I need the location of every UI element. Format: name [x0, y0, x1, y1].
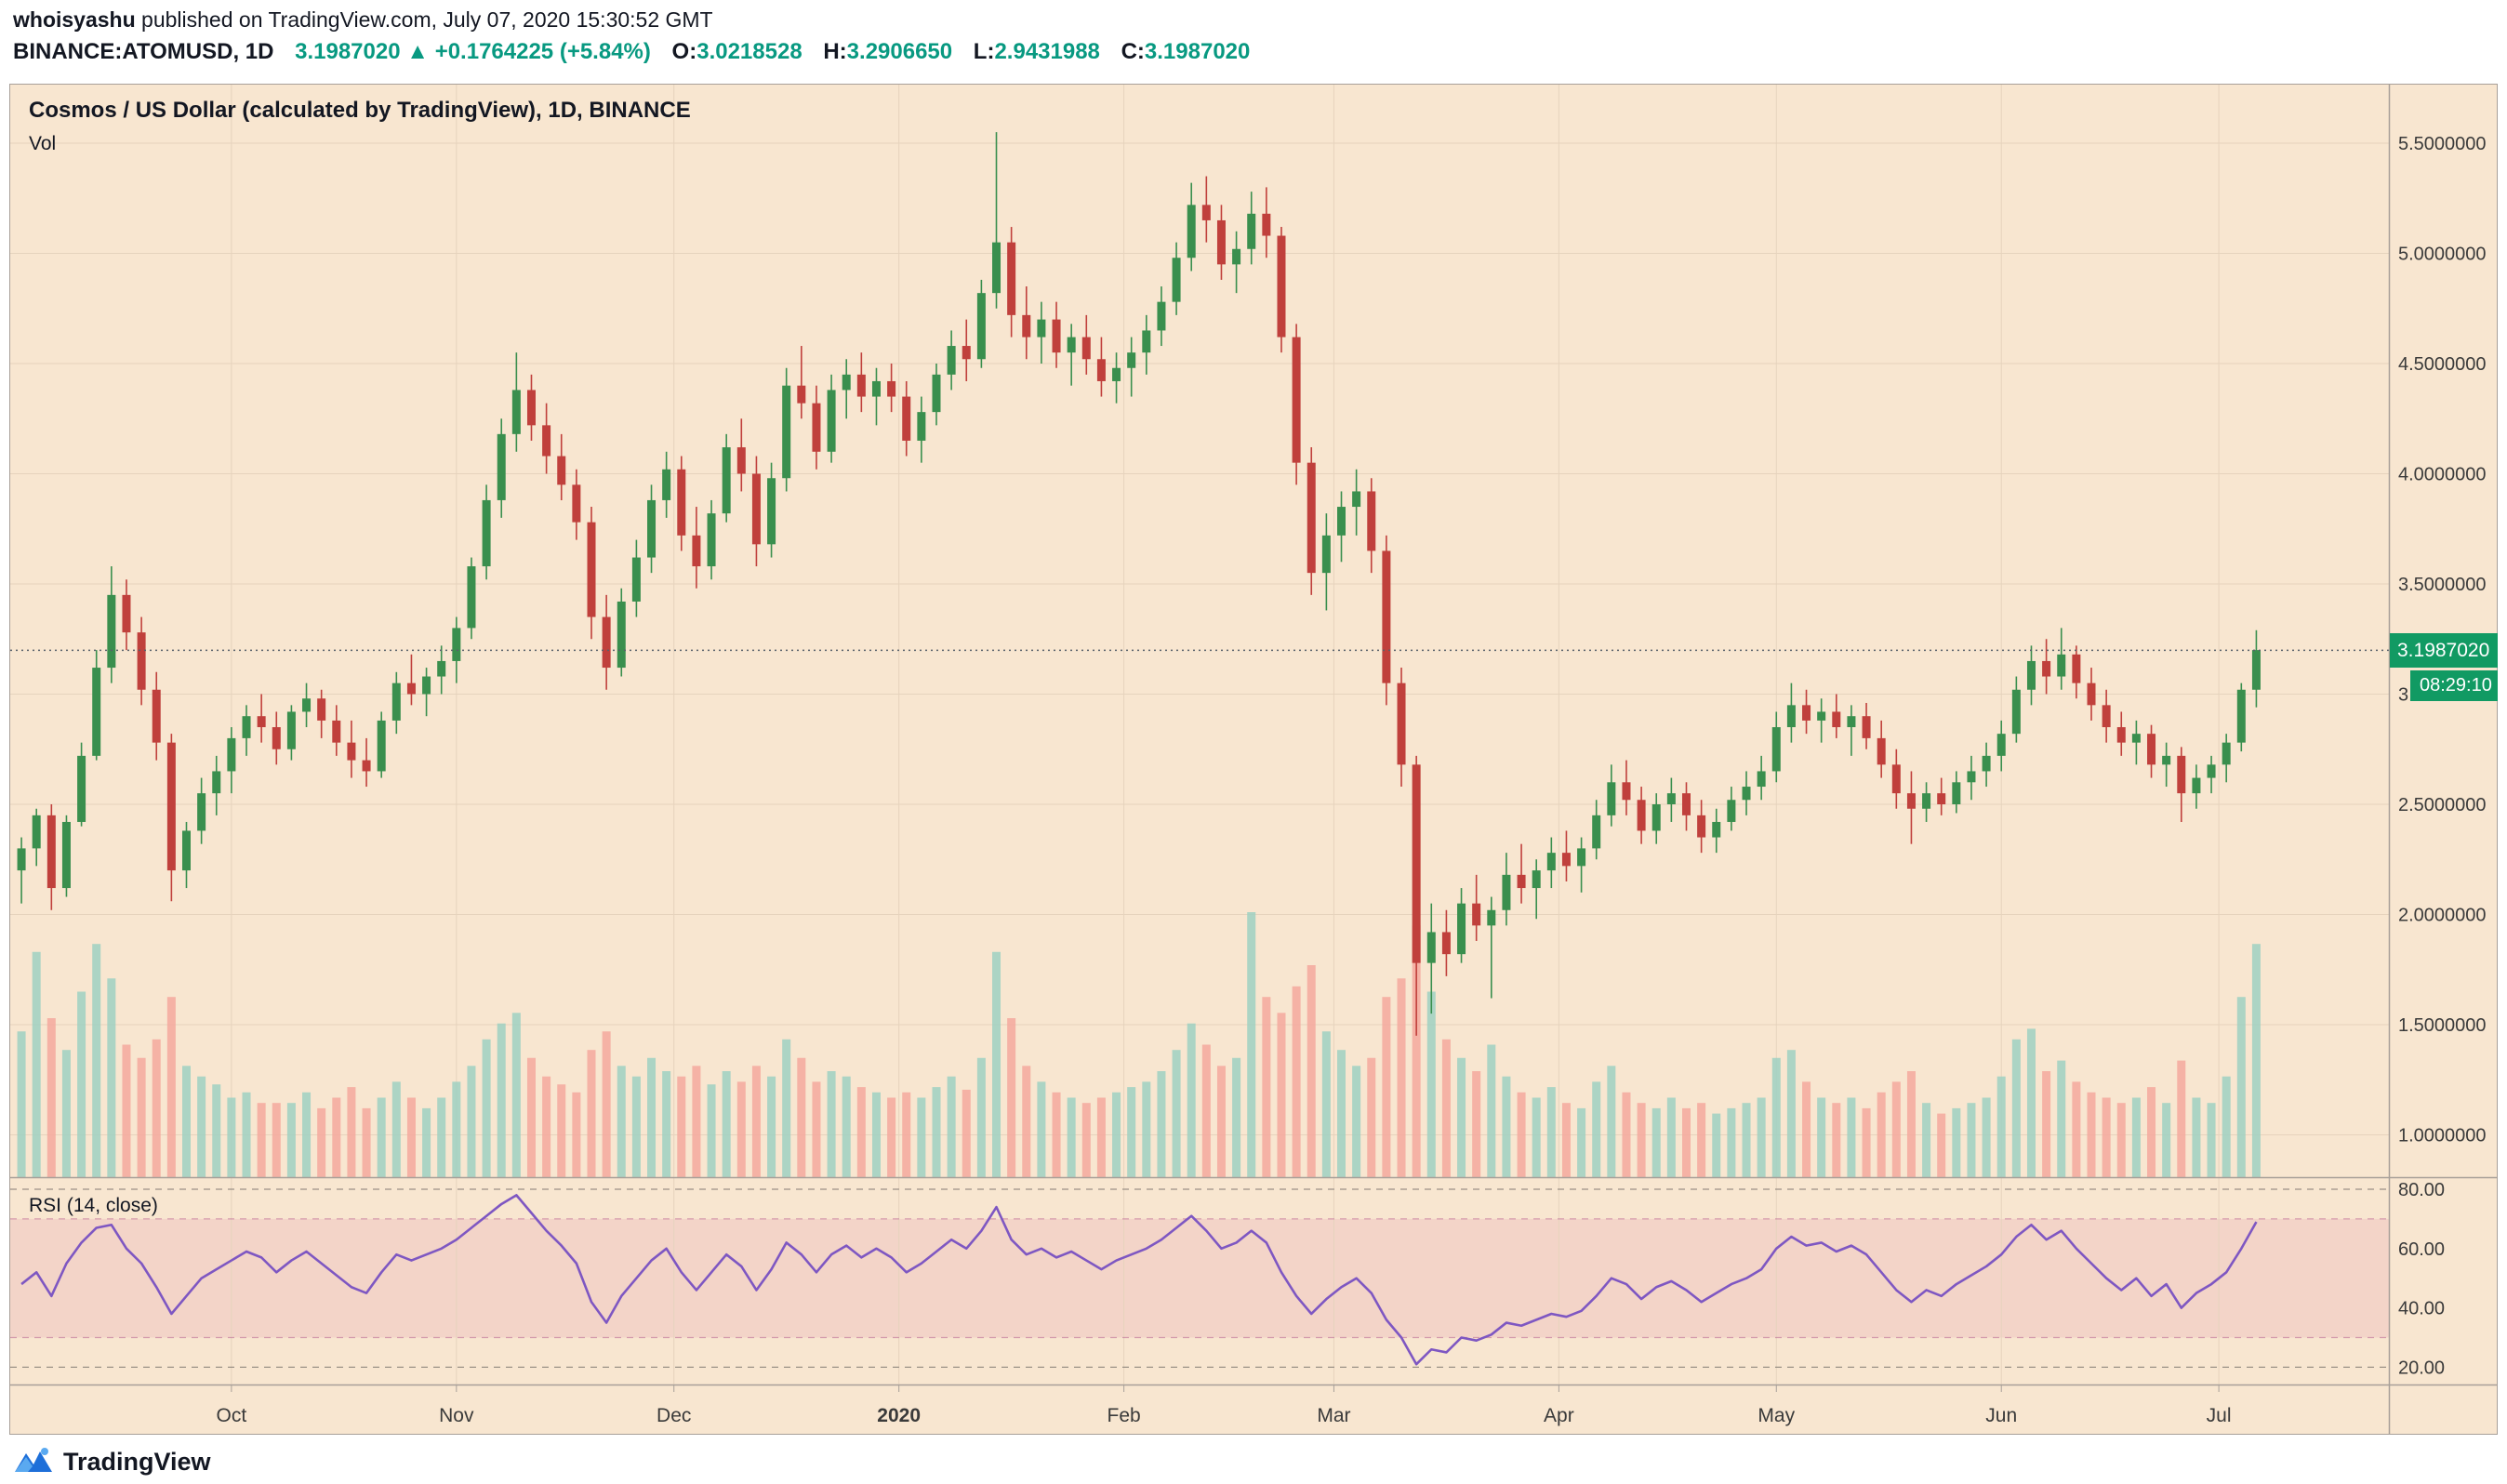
- svg-text:5.5000000: 5.5000000: [2398, 134, 2487, 154]
- tradingview-logo[interactable]: [13, 1446, 54, 1478]
- low-label: L:: [973, 39, 995, 64]
- svg-text:80.00: 80.00: [2398, 1180, 2445, 1200]
- price-chart[interactable]: 5.5000000 5.0000000 4.5000000 4.0000000 3.50…: [10, 85, 2497, 1434]
- tradingview-brand[interactable]: TradingView: [63, 1447, 211, 1476]
- svg-text:Apr: Apr: [1544, 1405, 1574, 1426]
- change-value: +0.1764225 (+5.84%): [434, 39, 651, 64]
- header: whoisyashu published on TradingView.com,…: [11, 0, 2507, 84]
- current-price-tag: 3.1987020: [2390, 633, 2498, 668]
- author-name: whoisyashu: [13, 7, 136, 32]
- svg-text:60.00: 60.00: [2398, 1239, 2445, 1260]
- open-label: O:: [671, 39, 697, 64]
- candles-layer: [17, 132, 2261, 1036]
- svg-text:2020: 2020: [877, 1405, 921, 1426]
- svg-text:Oct: Oct: [217, 1405, 247, 1426]
- rsi-levels: [10, 1188, 2389, 1369]
- svg-text:Nov: Nov: [439, 1405, 474, 1426]
- rsi-label: RSI (14, close): [29, 1195, 158, 1216]
- svg-text:1.0000000: 1.0000000: [2398, 1126, 2487, 1146]
- up-arrow-icon: ▲: [406, 39, 430, 64]
- svg-text:Dec: Dec: [657, 1405, 691, 1426]
- svg-text:Mar: Mar: [1317, 1405, 1350, 1426]
- svg-text:40.00: 40.00: [2398, 1299, 2445, 1319]
- rsi-axis-labels: 80.00 60.00 40.00 20.00: [2398, 1180, 2445, 1378]
- svg-text:2.5000000: 2.5000000: [2398, 795, 2487, 815]
- svg-text:May: May: [1758, 1405, 1795, 1426]
- chart-area[interactable]: 5.5000000 5.0000000 4.5000000 4.0000000 3.50…: [9, 84, 2498, 1435]
- svg-text:1.5000000: 1.5000000: [2398, 1015, 2487, 1036]
- close-label: C:: [1121, 39, 1145, 64]
- svg-text:5.0000000: 5.0000000: [2398, 245, 2487, 265]
- svg-text:3.5000000: 3.5000000: [2398, 575, 2487, 595]
- price-change: ▲ +0.1764225 (+5.84%): [406, 39, 651, 64]
- symbol-name: BINANCE:ATOMUSD, 1D: [13, 39, 274, 64]
- last-price: 3.1987020: [295, 39, 401, 64]
- volume-layer: [17, 912, 2261, 1177]
- svg-text:20.00: 20.00: [2398, 1358, 2445, 1378]
- svg-text:4.5000000: 4.5000000: [2398, 354, 2487, 375]
- byline: whoisyashu published on TradingView.com,…: [13, 7, 713, 33]
- time-axis-labels: Oct Nov Dec 2020 Feb Mar Apr May Jun Jul: [217, 1385, 2232, 1426]
- rsi-line: [20, 1194, 2258, 1366]
- footer: TradingView: [13, 1440, 211, 1483]
- svg-text:4.0000000: 4.0000000: [2398, 465, 2487, 485]
- svg-text:Feb: Feb: [1108, 1405, 1141, 1426]
- chart-title: Cosmos / US Dollar (calculated by Tradin…: [29, 98, 691, 123]
- byline-text: published on TradingView.com, July 07, 2…: [135, 7, 713, 32]
- svg-text:Jun: Jun: [1985, 1405, 2017, 1426]
- volume-label: Vol: [29, 133, 57, 154]
- svg-text:Jul: Jul: [2207, 1405, 2232, 1426]
- low-value: 2.9431988: [994, 39, 1100, 64]
- high-label: H:: [823, 39, 847, 64]
- bar-countdown-tag: 08:29:10: [2410, 670, 2498, 701]
- separators: [10, 85, 2497, 1434]
- rsi-band: [10, 1218, 2389, 1338]
- open-value: 3.0218528: [696, 39, 803, 64]
- high-value: 3.2906650: [846, 39, 953, 64]
- close-value: 3.1987020: [1144, 39, 1251, 64]
- svg-text:2.0000000: 2.0000000: [2398, 906, 2487, 926]
- grid-layer: [10, 85, 2389, 1385]
- symbol-info-bar: BINANCE:ATOMUSD, 1D 3.1987020 ▲ +0.17642…: [13, 39, 1250, 65]
